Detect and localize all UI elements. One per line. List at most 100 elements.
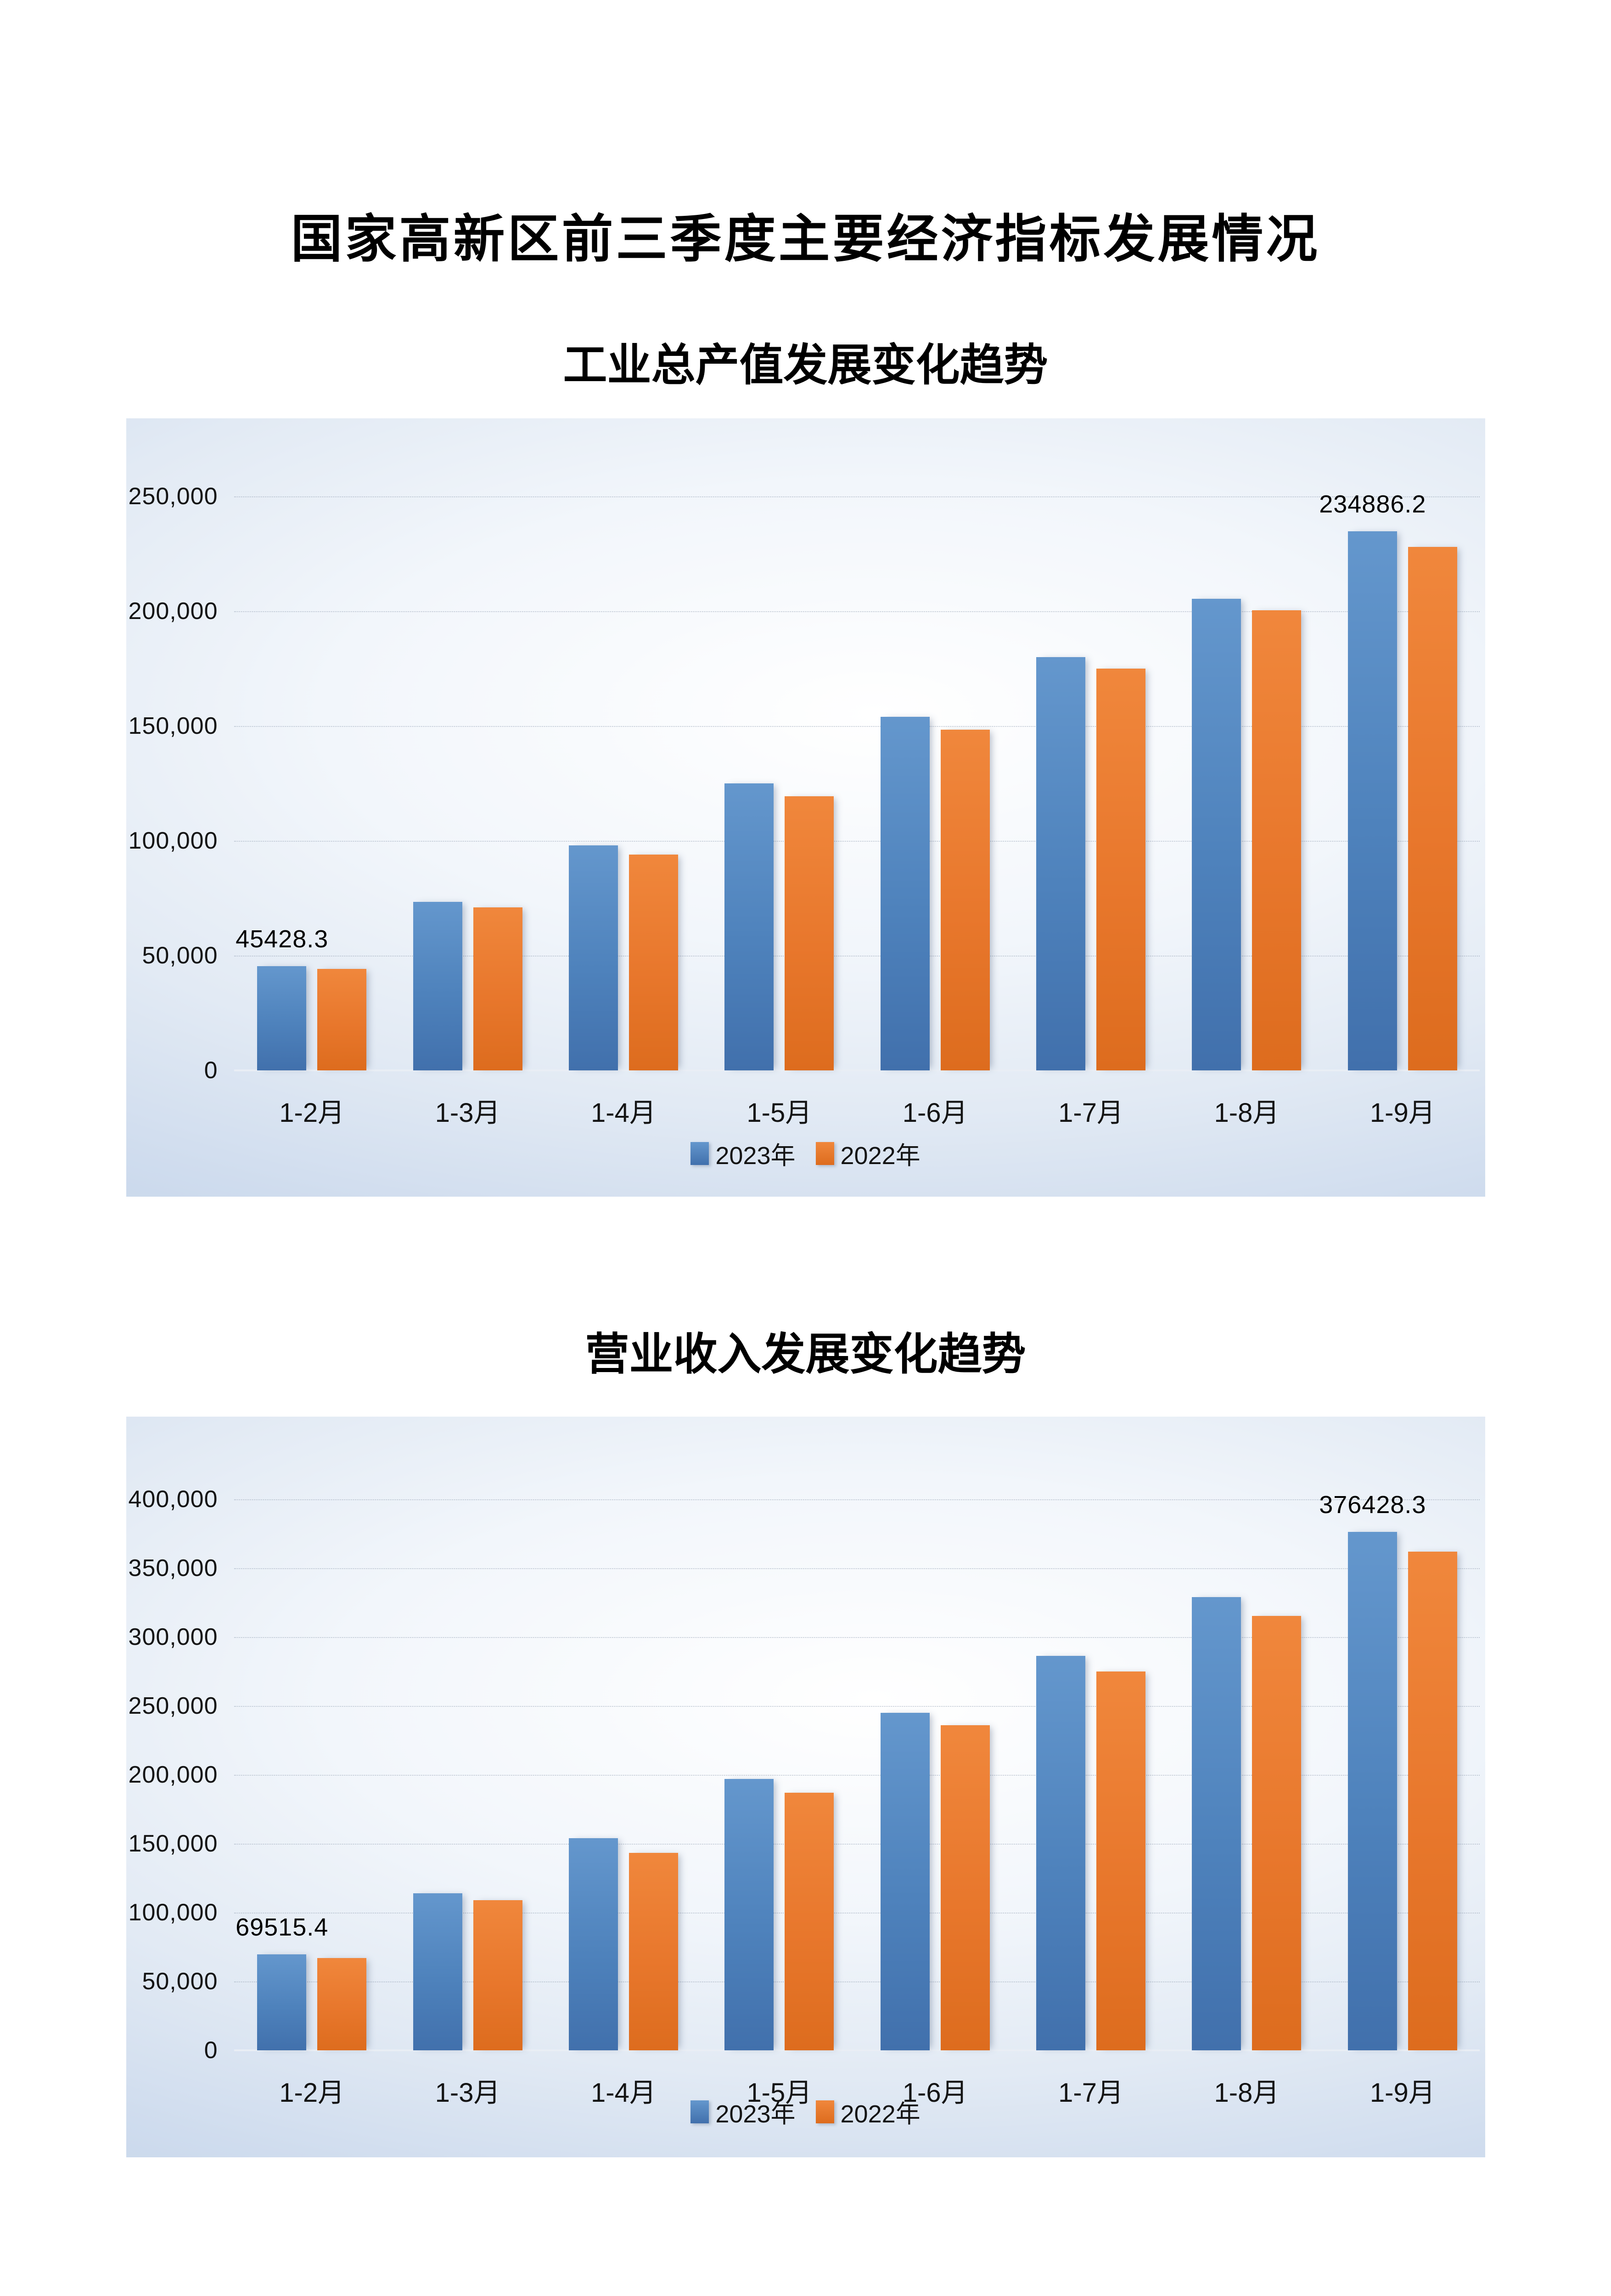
gridline xyxy=(234,726,1480,727)
bar-2023年-1-3月 xyxy=(413,1893,462,2050)
legend: 2023年 2022年 xyxy=(126,1135,1485,1171)
bar-2023年-1-8月 xyxy=(1192,1597,1241,2050)
gridline xyxy=(234,1499,1480,1500)
bar-2022年-1-9月 xyxy=(1408,547,1457,1070)
bar-2023年-1-9月 xyxy=(1347,531,1397,1070)
y-tick-label: 150,000 xyxy=(128,713,218,739)
gridline xyxy=(234,1637,1480,1638)
gridline xyxy=(234,1706,1480,1707)
gridline xyxy=(234,956,1480,957)
x-axis-line xyxy=(234,1069,1480,1071)
gridline xyxy=(234,611,1480,612)
bar-2023年-1-6月 xyxy=(880,717,930,1070)
bar-2023年-1-9月 xyxy=(1347,1531,1397,2050)
gridline xyxy=(234,1981,1480,1982)
legend-item-2022年: 2022年 xyxy=(815,1135,921,1171)
y-tick-label: 250,000 xyxy=(128,483,218,510)
bar-group-1-3月 xyxy=(390,496,545,1070)
x-axis-labels: 1-2月 1-3月 1-4月 1-5月 1-6月 1-7月 1-8月 1-9月 xyxy=(234,1091,1481,1130)
bar-group-1-9月: 376428.3 xyxy=(1319,1491,1480,2050)
gridline xyxy=(234,496,1480,497)
y-tick-label: 300,000 xyxy=(128,1624,218,1650)
y-tick-label: 250,000 xyxy=(128,1693,218,1719)
x-label-1-7月: 1-7月 xyxy=(1058,1098,1123,1128)
y-tick-label: 150,000 xyxy=(128,1830,218,1857)
bar-2022年-1-8月 xyxy=(1252,610,1302,1070)
x-label-1-2月: 1-2月 xyxy=(279,1098,345,1128)
bar-group-1-2月: 69515.4 xyxy=(234,1499,390,2050)
document-page: { "page": { "title": "国家高新区前三季度主要经济指标发展情… xyxy=(0,197,1611,2296)
gridline xyxy=(234,1775,1480,1776)
legend-label-2022年: 2022年 xyxy=(840,2100,921,2128)
bar-2023年-1-2月 xyxy=(257,966,307,1070)
bar-2023年-1-6月 xyxy=(880,1713,930,2050)
bar-group-1-8月 xyxy=(1169,496,1325,1070)
bar-group-1-4月 xyxy=(545,496,701,1070)
legend-swatch-2022年 xyxy=(815,2100,834,2123)
bar-2022年-1-4月 xyxy=(629,1852,678,2050)
bar-2022年-1-4月 xyxy=(629,855,678,1070)
x-label-1-9月: 1-9月 xyxy=(1370,1098,1435,1128)
x-label-1-9月: 1-9月 xyxy=(1370,2078,1435,2108)
bar-2022年-1-7月 xyxy=(1096,669,1146,1070)
page-title: 国家高新区前三季度主要经济指标发展情况 xyxy=(291,210,1320,268)
legend-swatch-2022年 xyxy=(815,1142,834,1165)
x-label-1-3月: 1-3月 xyxy=(435,1098,500,1128)
bar-group-1-4月 xyxy=(545,1499,701,2050)
x-label-1-3月: 1-3月 xyxy=(435,2078,500,2108)
plot-area: 45428.3 234886.2 xyxy=(234,490,1481,1070)
bar-group-1-3月 xyxy=(390,1499,545,2050)
y-tick-label: 350,000 xyxy=(128,1555,218,1581)
legend-item-2023年: 2023年 xyxy=(690,1135,796,1171)
bar-group-1-8月 xyxy=(1169,1499,1325,2050)
x-label-1-5月: 1-5月 xyxy=(747,1098,812,1128)
bar-2022年-1-3月 xyxy=(473,907,522,1070)
y-tick-label: 0 xyxy=(204,1057,218,1084)
x-label-1-7月: 1-7月 xyxy=(1058,2078,1123,2108)
data-label: 376428.3 xyxy=(1319,1491,1426,1519)
data-label: 45428.3 xyxy=(236,925,329,953)
bar-2023年-1-8月 xyxy=(1192,598,1241,1070)
legend-item-2023年: 2023年 xyxy=(690,2093,796,2130)
plot-area: 69515.4 376428.3 xyxy=(234,1491,1481,2050)
bar-2023年-1-4月 xyxy=(568,1838,618,2050)
bar-group-1-6月 xyxy=(857,496,1013,1070)
y-tick-label: 50,000 xyxy=(142,942,218,969)
y-tick-label: 50,000 xyxy=(142,1968,218,1995)
x-label-1-5月: 1-5月 xyxy=(747,2078,812,2108)
legend-label-2022年: 2022年 xyxy=(840,1142,921,1170)
bar-2022年-1-7月 xyxy=(1096,1671,1146,2050)
x-label-1-4月: 1-4月 xyxy=(591,2078,656,2108)
legend-label-2023年: 2023年 xyxy=(715,2100,796,2128)
bar-2022年-1-6月 xyxy=(940,1725,990,2050)
bar-2023年-1-4月 xyxy=(568,845,618,1070)
bar-group-1-6月 xyxy=(857,1499,1013,2050)
y-tick-label: 100,000 xyxy=(128,827,218,854)
y-tick-label: 200,000 xyxy=(128,1761,218,1788)
x-label-1-8月: 1-8月 xyxy=(1214,2078,1280,2108)
bar-group-1-5月 xyxy=(702,1499,857,2050)
chart-canvas-operating-revenue: 0 50,000 100,000 150,000 200,000 250,000 300,0… xyxy=(126,1417,1485,2157)
bar-2022年-1-6月 xyxy=(940,729,990,1070)
y-tick-label: 200,000 xyxy=(128,598,218,625)
x-label-1-6月: 1-6月 xyxy=(902,2078,968,2108)
bar-2022年-1-9月 xyxy=(1408,1552,1457,2050)
gridline xyxy=(234,1568,1480,1569)
x-axis-labels: 1-2月 1-3月 1-4月 1-5月 1-6月 1-7月 1-8月 1-9月 xyxy=(234,2071,1481,2110)
bar-2023年-1-5月 xyxy=(724,783,774,1070)
bar-group-1-5月 xyxy=(702,496,857,1070)
bar-2022年-1-2月 xyxy=(317,1958,367,2050)
chart-title-industrial-output: 工业总产值发展变化趋势 xyxy=(563,341,1048,390)
x-label-1-6月: 1-6月 xyxy=(902,1098,968,1128)
data-label: 69515.4 xyxy=(236,1913,329,1941)
bar-2023年-1-2月 xyxy=(257,1954,307,2050)
legend: 2023年 2022年 xyxy=(126,2093,1485,2130)
y-tick-label: 0 xyxy=(204,2037,218,2064)
bar-group-1-7月 xyxy=(1013,496,1168,1070)
gridline xyxy=(234,1844,1480,1845)
bar-group-1-9月: 234886.2 xyxy=(1319,490,1480,1070)
chart-canvas-industrial-output: 0 50,000 100,000 150,000 200,000 250,000 45428… xyxy=(126,418,1485,1197)
chart-block-operating-revenue: 营业收入发展变化趋势 0 50,000 100,000 150,000 200,000 2… xyxy=(126,1318,1485,2157)
x-label-1-4月: 1-4月 xyxy=(591,1098,656,1128)
legend-swatch-2023年 xyxy=(690,2100,709,2123)
